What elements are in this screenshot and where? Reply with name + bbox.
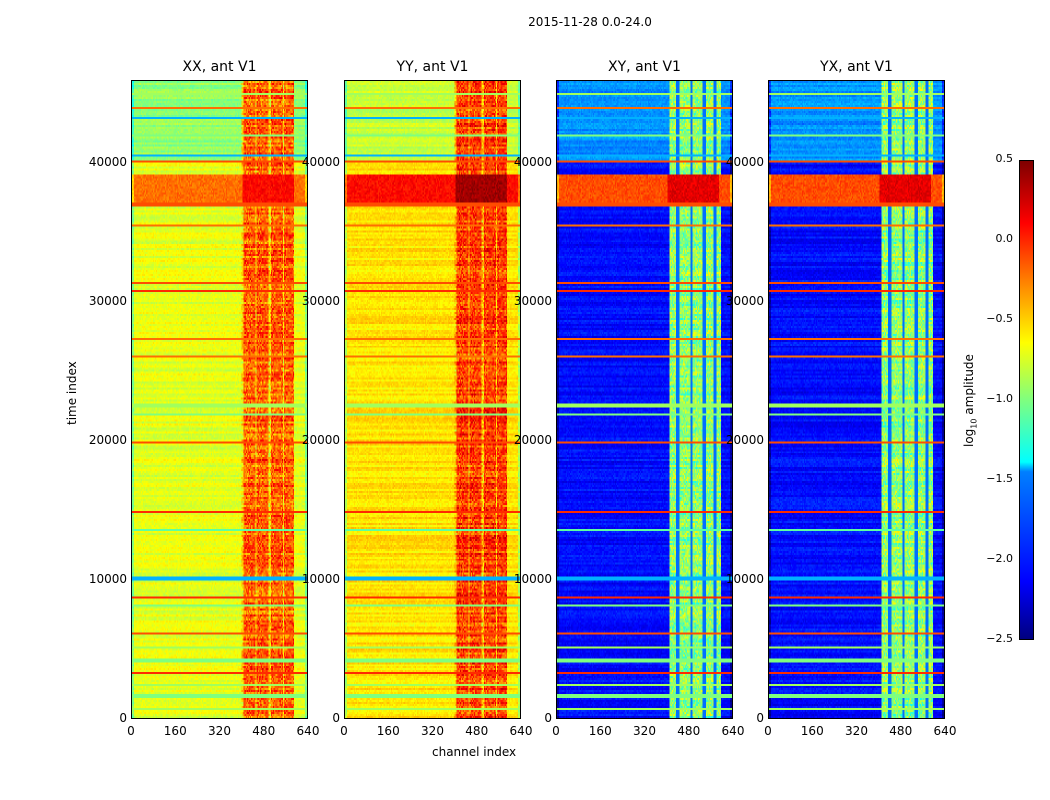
x-tick-label: 640 — [721, 724, 745, 738]
colorbar-tick-label: −2.0 — [986, 552, 1013, 565]
x-tick-label: 320 — [845, 724, 868, 738]
y-axis-label-text: time index — [65, 361, 79, 425]
y-tick-label: 40000 — [513, 155, 552, 170]
y-tick-label: 30000 — [88, 294, 127, 309]
y-tick-label: 10000 — [301, 572, 340, 587]
x-tick-label: 0 — [552, 724, 560, 738]
y-tick-label: 40000 — [88, 155, 127, 170]
x-axis-label: channel index — [432, 745, 517, 759]
y-tick-label: 0 — [544, 711, 552, 725]
colorbar-tick-label: 0.5 — [995, 152, 1014, 165]
x-tick-label: 0 — [764, 724, 772, 738]
panel-title: YY, ant V1 — [396, 59, 469, 75]
x-tick-label: 320 — [208, 724, 231, 738]
heatmap-image — [557, 81, 732, 718]
colorbar-tick-label: −1.0 — [986, 392, 1013, 405]
heatmap-panel — [344, 80, 521, 719]
y-tick-label: 0 — [756, 711, 764, 725]
x-tick-label: 480 — [889, 724, 913, 738]
heatmap-panel — [556, 80, 733, 719]
y-tick-label: 40000 — [301, 155, 340, 170]
x-tick-label: 0 — [127, 724, 135, 738]
heatmap-image — [345, 81, 520, 718]
y-tick-label: 30000 — [513, 294, 552, 309]
x-tick-label: 480 — [252, 724, 276, 738]
x-tick-label: 640 — [296, 724, 320, 738]
heatmap-panel — [768, 80, 945, 719]
y-tick-label: 40000 — [725, 155, 764, 170]
colorbar-tick-label: −1.5 — [986, 472, 1013, 485]
colorbar-tick-label: 0.0 — [995, 232, 1014, 245]
x-tick-label: 0 — [340, 724, 348, 738]
y-tick-label: 10000 — [88, 572, 127, 587]
x-tick-label: 320 — [633, 724, 656, 738]
heatmap-panel — [131, 80, 308, 719]
y-tick-label: 20000 — [513, 433, 552, 448]
colorbar-tick-label: −0.5 — [986, 312, 1013, 325]
panel-title: YX, ant V1 — [820, 59, 893, 75]
colorbar-tick-label: −2.5 — [986, 632, 1013, 645]
x-tick-label: 480 — [677, 724, 701, 738]
y-tick-label: 30000 — [301, 294, 340, 309]
heatmap-image — [132, 81, 307, 718]
y-tick-label: 0 — [332, 711, 340, 725]
x-tick-label: 160 — [800, 724, 824, 738]
x-tick-label: 160 — [163, 724, 187, 738]
x-tick-label: 160 — [376, 724, 400, 738]
y-tick-label: 0 — [119, 711, 127, 725]
x-tick-label: 640 — [509, 724, 533, 738]
y-tick-label: 10000 — [725, 572, 764, 587]
y-tick-label: 20000 — [725, 433, 764, 448]
x-tick-label: 320 — [421, 724, 444, 738]
y-tick-label: 20000 — [301, 433, 340, 448]
x-tick-label: 640 — [933, 724, 957, 738]
x-tick-label: 480 — [465, 724, 489, 738]
y-tick-label: 10000 — [513, 572, 552, 587]
figure-title: 2015-11-28 0.0-24.0 — [528, 15, 652, 29]
heatmap-image — [769, 81, 944, 718]
y-tick-label: 20000 — [88, 433, 127, 448]
panel-title: XY, ant V1 — [608, 59, 681, 75]
y-tick-label: 30000 — [725, 294, 764, 309]
x-tick-label: 160 — [588, 724, 612, 738]
panel-title: XX, ant V1 — [182, 59, 257, 75]
colorbar — [1019, 160, 1034, 640]
